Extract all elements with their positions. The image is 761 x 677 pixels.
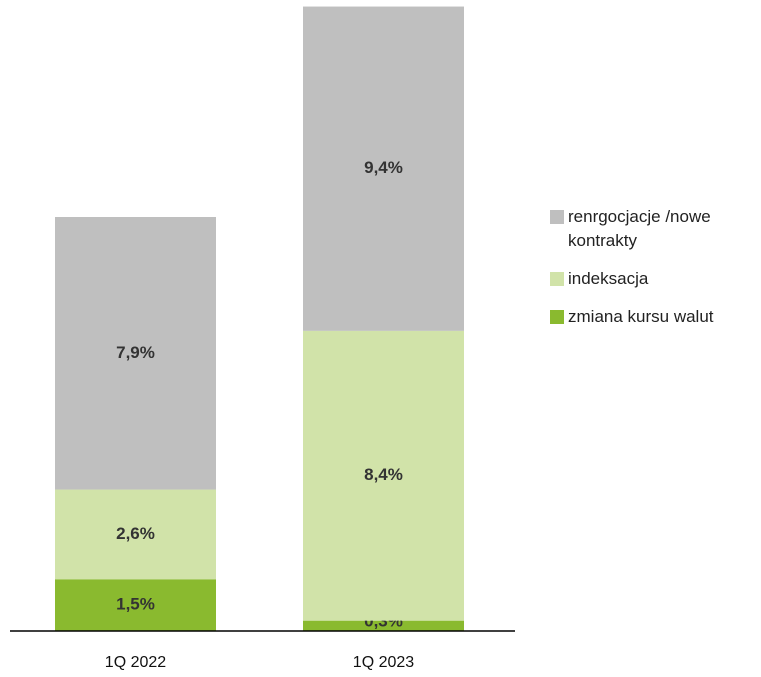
value-label: 2,6% <box>116 524 155 543</box>
x-tick-label: 1Q 2023 <box>353 654 414 671</box>
legend-label: zmiana kursu walut <box>568 307 714 326</box>
bar-segment <box>303 620 464 631</box>
bar-segment <box>55 489 216 580</box>
value-label: 7,9% <box>116 343 155 362</box>
legend-swatch <box>550 310 564 324</box>
legend-item: indeksacja <box>550 267 760 291</box>
legend-label: renrgocjacje /nowe kontrakty <box>568 207 711 250</box>
legend-swatch <box>550 272 564 286</box>
legend-item: zmiana kursu walut <box>550 305 760 329</box>
value-label: 1,5% <box>116 595 155 614</box>
bar-segment <box>55 579 216 631</box>
legend: renrgocjacje /nowe kontrakty indeksacja zm… <box>550 205 760 343</box>
legend-item: renrgocjacje /nowe kontrakty <box>550 205 760 253</box>
value-label: 9,4% <box>364 158 403 177</box>
bar-segment <box>303 330 464 621</box>
legend-label: indeksacja <box>568 269 649 288</box>
bar-segment <box>55 217 216 490</box>
bar-segment <box>303 6 464 331</box>
x-tick-label: 1Q 2022 <box>105 654 166 671</box>
legend-swatch <box>550 210 564 224</box>
value-label: 8,4% <box>364 465 403 484</box>
